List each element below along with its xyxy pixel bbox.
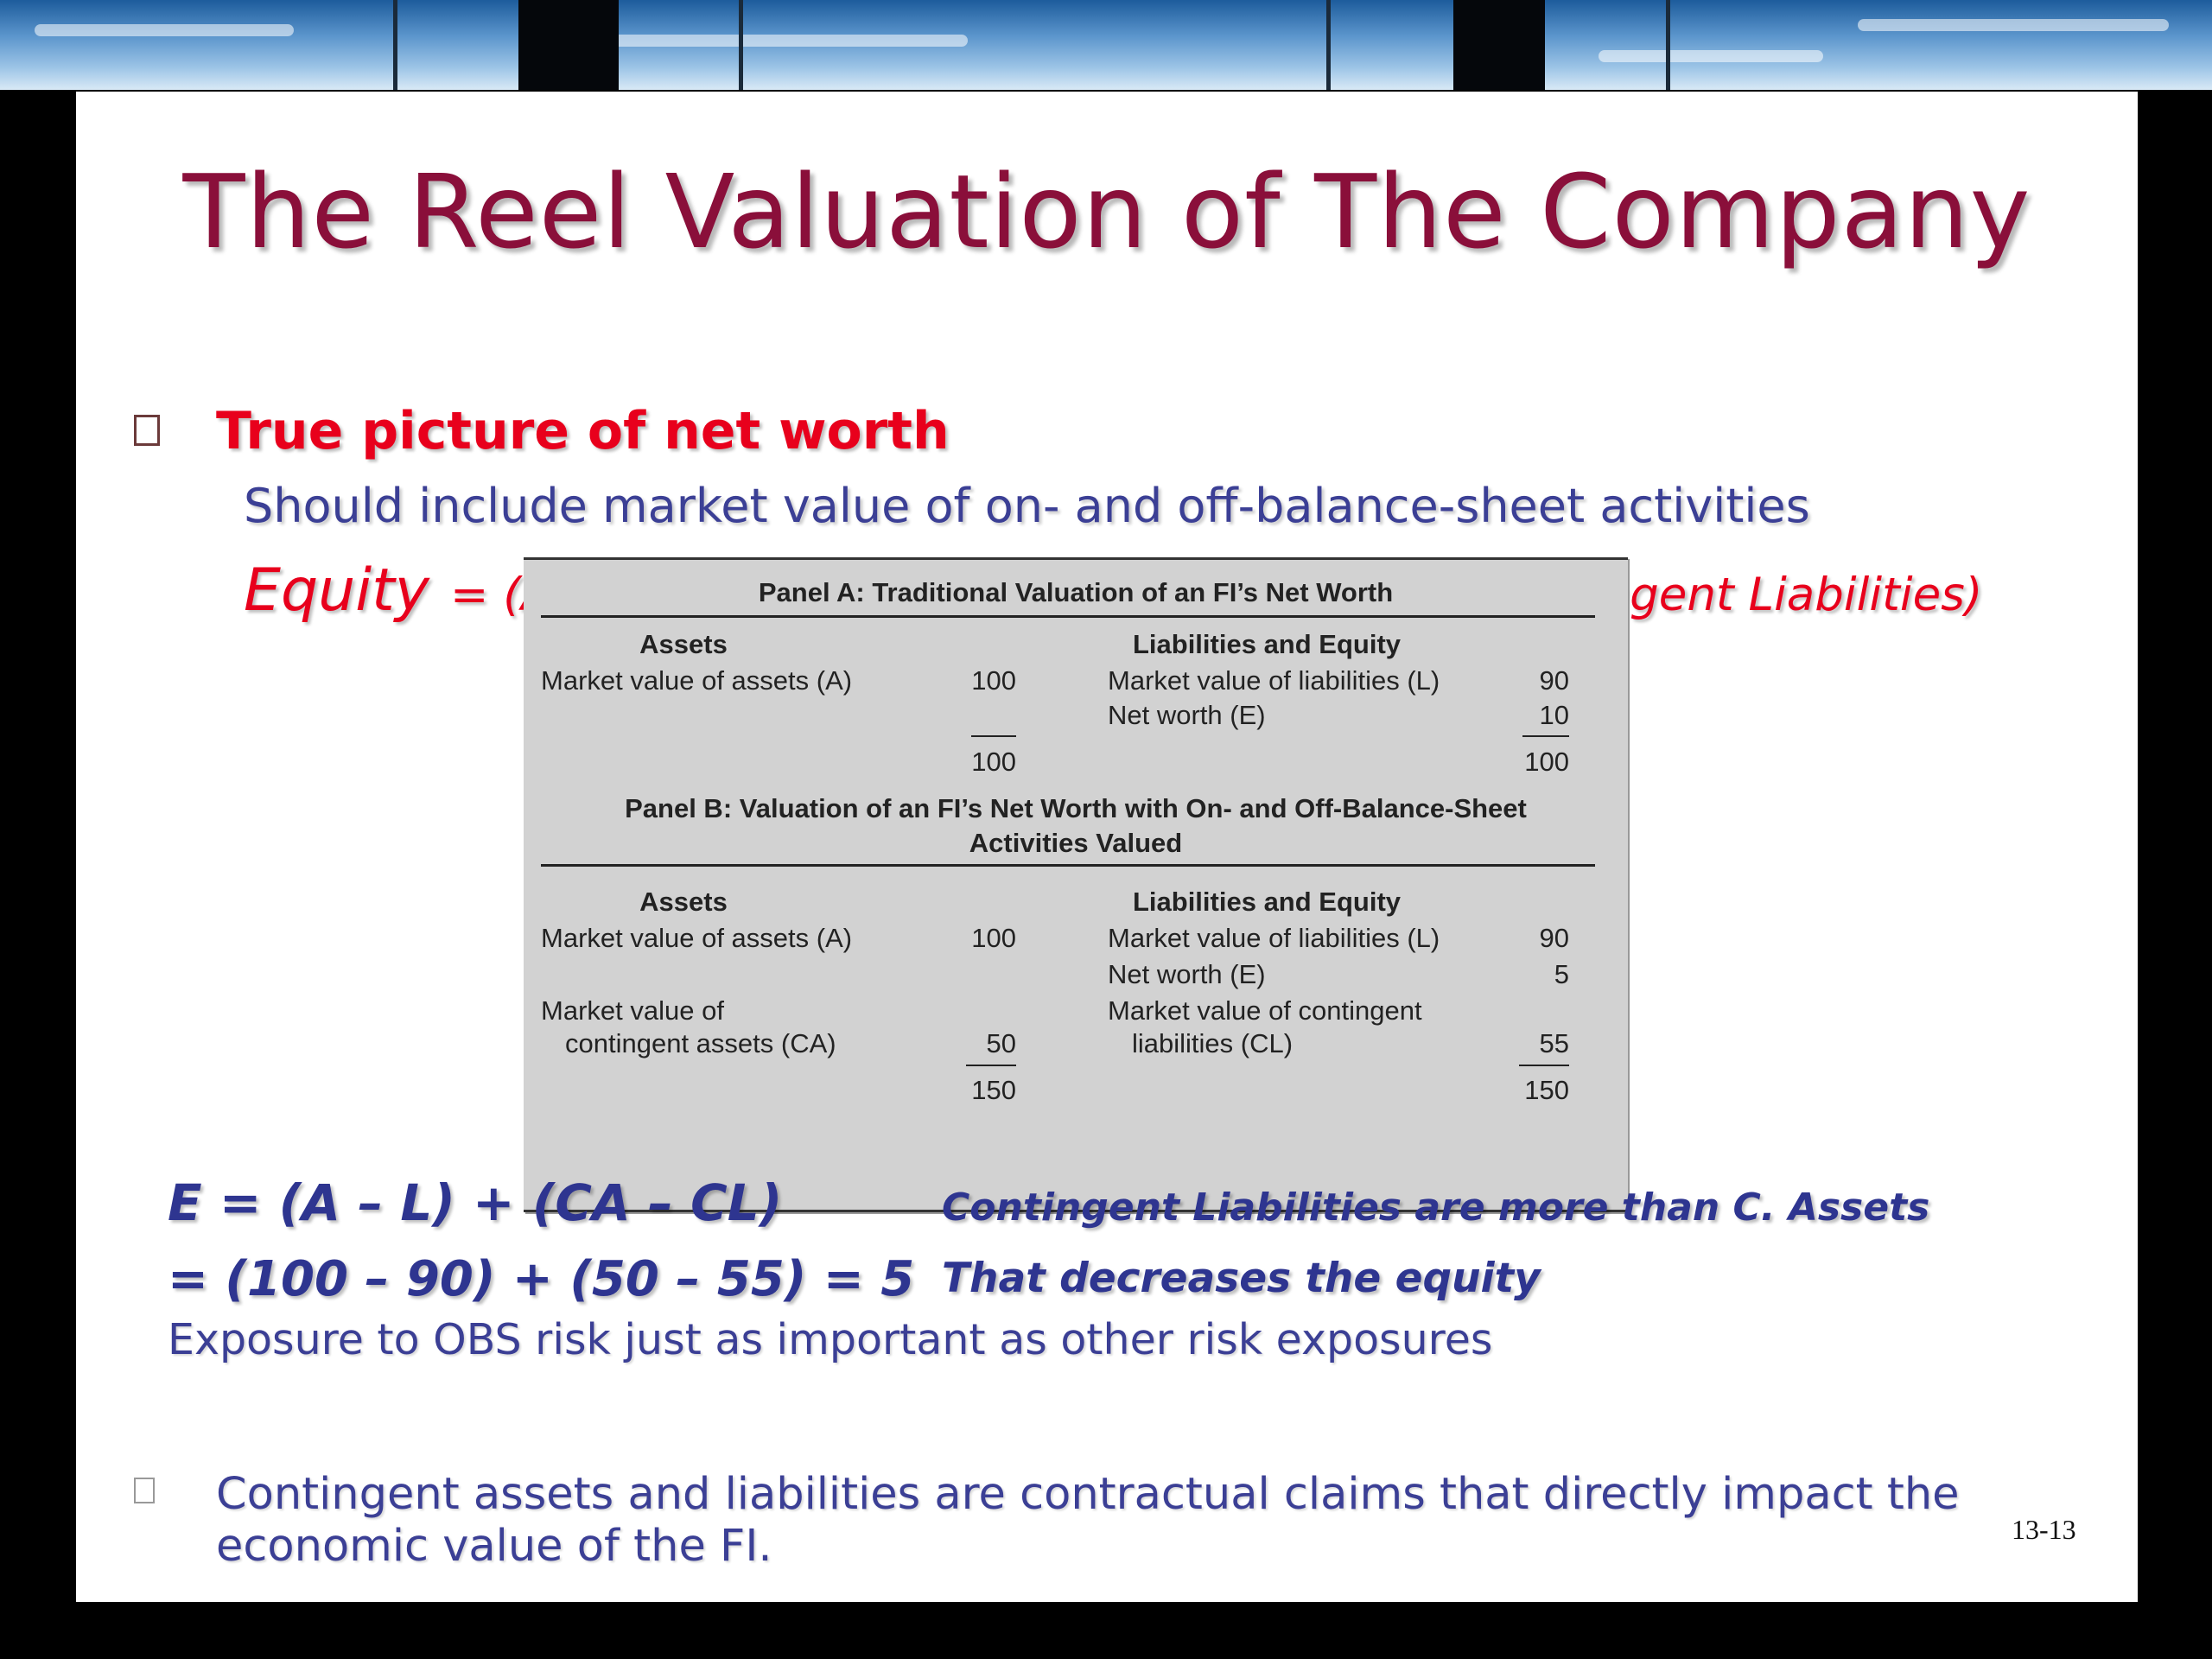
subline-market-value: Should include market value of on- and o… — [244, 479, 1810, 533]
note-decreases-equity: That decreases the equity — [942, 1255, 1541, 1302]
note-contingent-liabilities: Contingent Liabilities are more than C. … — [942, 1185, 1930, 1230]
panel-b-contingent-liabilities-label-2: liabilities (CL) — [1132, 1028, 1294, 1058]
panel-b-contingent-assets-label-2: contingent assets (CA) — [565, 1028, 836, 1058]
panel-a-liabilities-header: Liabilities and Equity — [1132, 629, 1402, 659]
subline-prefix: Should include — [244, 479, 603, 533]
panel-b-contingent-liabilities-label-1: Market value of contingent — [1108, 995, 1422, 1026]
panel-a-total-assets: 100 — [971, 747, 1016, 777]
bullet-marker-icon — [134, 1478, 155, 1503]
panel-a-networth-label: Net worth (E) — [1108, 700, 1266, 730]
panel-b-assets-header: Assets — [639, 887, 728, 917]
slide: The Reel Valuation of The Company True p… — [76, 92, 2138, 1602]
bullet-marker-icon — [134, 415, 160, 446]
panel-b-contingent-assets-value: 50 — [986, 1028, 1016, 1058]
panel-b-contingent-assets-label-1: Market value of — [541, 995, 724, 1026]
panel-a-networth-value: 10 — [1539, 700, 1569, 730]
equity-word: Equity — [244, 556, 430, 625]
bullet-contingent-claims: Contingent assets and liabilities are co… — [216, 1469, 1960, 1572]
panel-b-total-assets: 150 — [971, 1075, 1016, 1105]
panel-a-assets-label: Market value of assets (A) — [541, 665, 853, 696]
panel-b-liabilities-header: Liabilities and Equity — [1132, 887, 1402, 917]
panel-b-networth-value: 5 — [1554, 959, 1569, 989]
panel-b-title-line1: Panel B: Valuation of an FI’s Net Worth … — [625, 793, 1527, 823]
formula-line-1: E = (A – L) + (CA – CL) — [168, 1173, 783, 1232]
panel-a-total-liabilities: 100 — [1524, 747, 1569, 777]
formula-line-2: = (100 – 90) + (50 – 55) = 5 — [168, 1251, 915, 1307]
panel-b-liabilities-value: 90 — [1539, 923, 1569, 953]
panel-b-assets-value: 100 — [971, 923, 1016, 953]
panel-a-title: Panel A: Traditional Valuation of an FI’… — [758, 577, 1394, 607]
valuation-panel-table: Panel A: Traditional Valuation of an FI’… — [524, 557, 1628, 1212]
panel-a-liabilities-value: 90 — [1539, 665, 1569, 696]
panel-a-assets-value: 100 — [971, 665, 1016, 696]
panel-b-contingent-liabilities-value: 55 — [1539, 1028, 1569, 1058]
bullet-true-picture: True picture of net worth — [216, 401, 950, 461]
panel-a-liabilities-label: Market value of liabilities (L) — [1108, 665, 1440, 696]
slide-title: The Reel Valuation of The Company — [182, 152, 2031, 271]
exposure-line: Exposure to OBS risk just as important a… — [168, 1315, 1493, 1364]
panel-b-liabilities-label: Market value of liabilities (L) — [1108, 923, 1440, 953]
panel-b-total-liabilities: 150 — [1524, 1075, 1569, 1105]
subline-highlight: market value of on- and off-balance-shee… — [602, 479, 1810, 533]
panel-a-assets-header: Assets — [639, 629, 728, 659]
panel-b-assets-label: Market value of assets (A) — [541, 923, 853, 953]
panel-b-title-line2: Activities Valued — [969, 828, 1183, 858]
header-banner — [0, 0, 2212, 90]
page-number: 13-13 — [2012, 1514, 2076, 1545]
panel-b-networth-label: Net worth (E) — [1108, 959, 1266, 989]
